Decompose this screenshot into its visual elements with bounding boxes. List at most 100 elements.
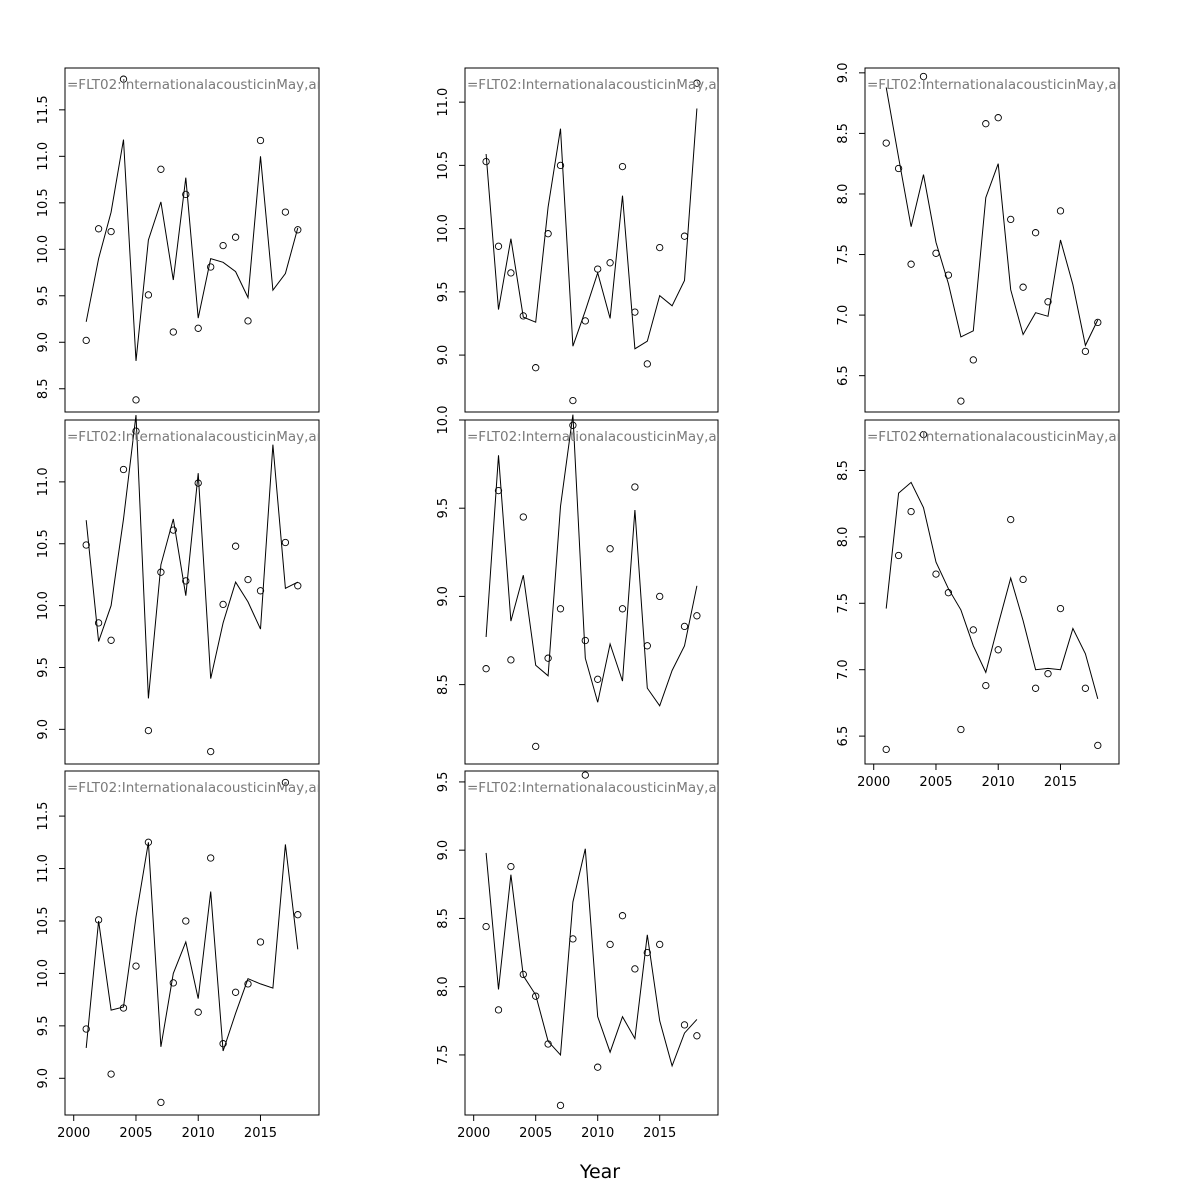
- data-point: [1007, 215, 1015, 224]
- data-point: [194, 479, 202, 487]
- panels-group: 8.5 9.0 9.5 10.0 10.5 11.0 11.5 =FLT02:Internat…: [36, 63, 1130, 1141]
- data-point: [157, 1098, 165, 1107]
- data-point: [119, 465, 128, 474]
- data-point: [144, 291, 153, 299]
- x-tick-label: 2010: [182, 1126, 215, 1141]
- data-point: [680, 232, 689, 240]
- data-point: [107, 1070, 115, 1078]
- data-point: [294, 582, 302, 590]
- data-point: [532, 742, 540, 751]
- y-tick-label: 7.0: [836, 659, 851, 680]
- data-point: [119, 1004, 128, 1012]
- data-point: [907, 507, 915, 516]
- data-point: [231, 542, 240, 550]
- panel-4: 9.0 9.5 10.0 10.5 11.0 =FLT02:Internationalac…: [36, 415, 330, 765]
- data-point: [556, 1101, 565, 1110]
- y-tick-label: 10.5: [36, 188, 51, 217]
- y-tick-label: 7.5: [836, 244, 851, 265]
- data-point: [507, 656, 515, 664]
- panel-title: =FLT02:InternationalacousticinMay,are: [67, 429, 330, 445]
- data-point: [281, 208, 290, 216]
- y-tick-label: 7.5: [436, 1045, 451, 1066]
- y-tick-label: 8.5: [436, 908, 451, 929]
- y-tick-label: 9.0: [36, 332, 51, 353]
- data-point: [606, 940, 614, 949]
- data-point: [982, 681, 990, 690]
- data-point: [244, 980, 252, 988]
- data-point: [231, 233, 240, 241]
- data-point: [494, 486, 503, 495]
- data-point: [281, 778, 290, 787]
- x-tick-label: 2000: [57, 1126, 90, 1141]
- y-tick-label: 10.0: [36, 235, 51, 264]
- data-point: [919, 72, 928, 81]
- plot-frame: [64, 67, 320, 413]
- y-tick-label: 8.5: [836, 460, 851, 481]
- plot-frame: [464, 67, 719, 413]
- data-point: [594, 265, 602, 273]
- plot-frame: [864, 419, 1120, 765]
- data-point: [1031, 229, 1040, 237]
- y-tick-label: 7.0: [836, 305, 851, 326]
- data-point: [94, 619, 103, 627]
- data-point: [643, 642, 651, 650]
- y-tick-label: 9.5: [436, 772, 451, 793]
- plot-frame: [864, 67, 1120, 413]
- data-point: [132, 427, 140, 435]
- data-point: [656, 592, 664, 601]
- y-tick-label: 9.5: [436, 282, 451, 303]
- panel-title: =FLT02:InternationalacousticinMay,are: [867, 77, 1130, 93]
- y-tick-label: 6.5: [836, 365, 851, 386]
- data-point: [581, 636, 589, 645]
- panel-3: 6.5 7.0 7.5 8.0 8.5 9.0 =FLT02:Internationalac…: [836, 63, 1130, 413]
- fitted-line: [885, 87, 1099, 347]
- data-point: [507, 269, 515, 277]
- x-tick-label: 2000: [457, 1126, 490, 1141]
- data-point: [244, 575, 252, 584]
- data-point: [544, 230, 552, 238]
- panel-1: 8.5 9.0 9.5 10.0 10.5 11.0 11.5 =FLT02:Internat…: [36, 67, 320, 413]
- data-point: [1044, 670, 1052, 678]
- data-point: [532, 364, 540, 372]
- y-tick-label: 10.0: [36, 959, 51, 988]
- data-point: [1007, 515, 1015, 524]
- y-tick-label: 11.5: [36, 802, 51, 831]
- data-point: [207, 263, 215, 271]
- data-point: [532, 992, 540, 1000]
- data-point: [1031, 684, 1040, 692]
- data-point: [169, 526, 177, 534]
- x-tick-label: 2005: [519, 1126, 552, 1141]
- data-point: [157, 568, 165, 576]
- data-point: [882, 745, 890, 754]
- data-point: [631, 965, 639, 973]
- data-point: [656, 243, 664, 252]
- data-point: [606, 545, 614, 553]
- data-point: [556, 605, 565, 613]
- y-tick-label: 9.0: [836, 63, 851, 84]
- y-tick-label: 8.0: [836, 184, 851, 205]
- y-tick-label: 8.5: [436, 674, 451, 695]
- data-point: [1081, 684, 1090, 692]
- data-point: [94, 916, 103, 924]
- data-point: [482, 922, 490, 931]
- data-point: [994, 646, 1002, 654]
- data-point: [107, 227, 115, 236]
- data-point: [294, 226, 302, 234]
- x-tick-label: 2005: [119, 1126, 152, 1141]
- data-point: [107, 636, 115, 644]
- panel-title: =FLT02:InternationalacousticinMay,are: [67, 780, 330, 796]
- data-point: [693, 612, 701, 620]
- y-tick-label: 10.5: [36, 906, 51, 935]
- data-point: [569, 935, 577, 943]
- data-point: [581, 771, 589, 779]
- data-point: [144, 838, 153, 846]
- y-tick-label: 6.5: [836, 726, 851, 747]
- panel-title: =FLT02:InternationalacousticinMay,are: [867, 429, 1130, 445]
- y-tick-label: 10.0: [36, 591, 51, 620]
- panel-title: =FLT02:InternationalacousticinMay,are: [467, 77, 730, 93]
- data-point: [1056, 604, 1065, 613]
- plot-frame: [64, 770, 320, 1116]
- data-point: [494, 1006, 503, 1014]
- data-point: [544, 654, 552, 662]
- plot-frame: [64, 419, 320, 765]
